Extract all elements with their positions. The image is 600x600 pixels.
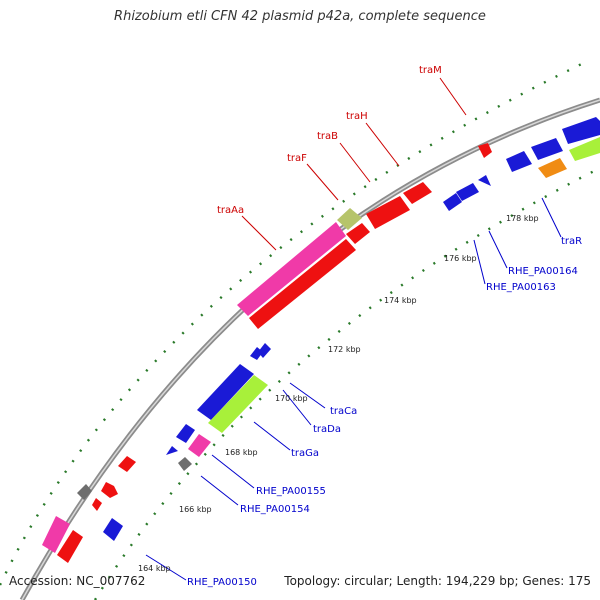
gene-label: traGa [291,448,319,459]
gene-label: traDa [313,424,341,435]
leader-line [241,215,277,251]
leader-line [473,239,486,285]
gene-block [478,175,491,186]
gene-label: RHE_PA00155 [256,486,326,497]
tick-label: 178 kbp [506,214,539,223]
topology-stats: Topology: circular; Length: 194,229 bp; … [284,574,591,588]
gene-label: traF [287,153,307,164]
leader-line [253,421,291,451]
leader-line [339,142,371,183]
gene-block [456,183,479,201]
gene-label: RHE_PA00154 [240,504,310,515]
gene-label: RHE_PA00164 [508,266,578,277]
gene-block [101,482,118,498]
gene-label: RHE_PA00163 [486,282,556,293]
gene-block [249,239,356,329]
leader-line [365,122,400,167]
gene-block [92,498,102,511]
gene-block [188,434,211,457]
gene-label: traM [419,65,442,76]
gene-label: traH [346,111,368,122]
accession-label: Accession: NC_007762 [9,574,146,588]
gene-block [197,364,254,420]
tick-label: 166 kbp [179,505,212,514]
tick-label: 170 kbp [275,394,308,403]
gene-block [237,222,346,316]
gene-block [538,158,567,178]
gene-block [103,518,123,541]
gene-block [337,208,362,230]
gene-block [42,516,70,553]
leader-line [200,475,239,506]
tick-label: 164 kbp [138,564,171,573]
leader-line [282,389,312,426]
gene-block [208,375,268,433]
gene-label: traAa [217,205,244,216]
gene-block [77,484,92,500]
inner-dot-track [93,166,600,600]
gene-block [403,182,432,204]
gene-blocks [506,117,600,178]
tick-label: 172 kbp [328,345,361,354]
gene-block [258,343,271,358]
leader-line [145,554,187,581]
map-title: Rhizobium etli CFN 42 plasmid p42a, comp… [114,9,486,24]
gene-block [569,137,600,161]
gene-block [178,457,192,471]
gene-label: traB [317,131,338,142]
gene-blocks [197,143,492,433]
gene-block [478,143,492,158]
gene-blocks [42,424,211,563]
gene-block [166,446,178,455]
tick-label: 168 kbp [225,448,258,457]
gene-label: RHE_PA00150 [187,577,257,588]
gene-block [562,117,600,144]
gene-block [57,530,83,563]
tick-label: 174 kbp [384,296,417,305]
gene-block [118,456,136,472]
leader-line [541,197,562,238]
gene-label: traCa [330,406,357,417]
leader-line [306,163,339,201]
leader-line [211,454,255,489]
gene-label: traR [561,236,582,247]
gene-block [506,151,532,172]
gene-block [531,138,563,160]
tick-label: 176 kbp [444,254,477,263]
gene-labels-red: traM traH traB traF traAa [217,65,442,216]
gene-block [346,223,370,244]
gene-block [176,424,195,443]
label-leader-lines [145,77,562,581]
leader-line [439,77,467,116]
leader-line [488,230,508,269]
gene-block [366,196,410,229]
tick-labels: 164 kbp 166 kbp 168 kbp 170 kbp 172 kbp … [138,214,539,573]
gene-labels-blue: traR RHE_PA00164 RHE_PA00163 traCa traDa… [187,236,582,588]
leader-line [289,382,326,409]
gene-block [443,193,462,211]
